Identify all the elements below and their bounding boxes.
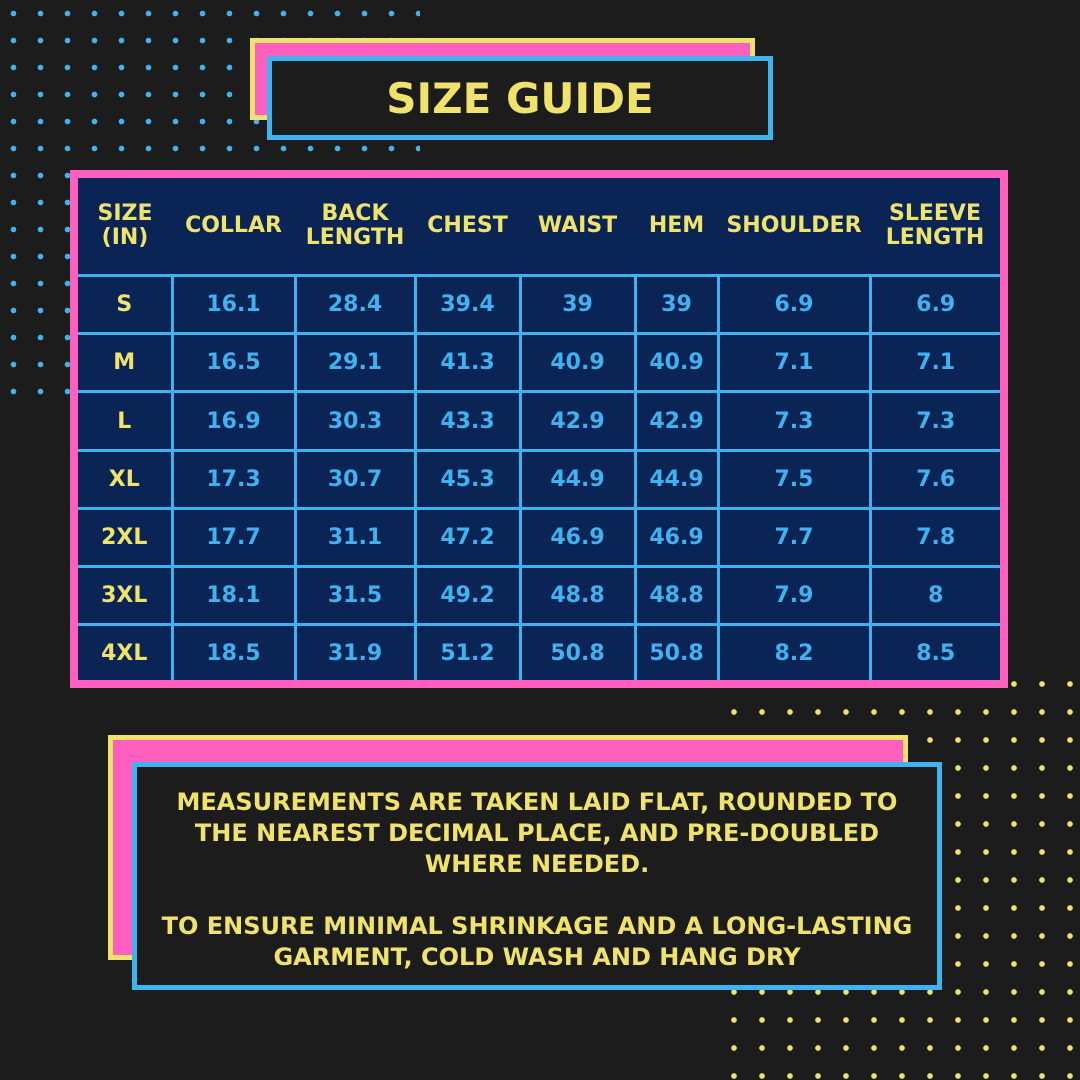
column-header: SLEEVE LENGTH — [870, 178, 1000, 277]
table-row: L 16.9 30.3 43.3 42.9 42.9 7.3 7.3 — [78, 390, 1000, 452]
column-header: HEM — [635, 178, 718, 277]
column-header: CHEST — [415, 178, 520, 277]
table-cell: 17.7 — [170, 506, 297, 569]
table-cell: 7.5 — [716, 448, 872, 510]
table-cell: 16.9 — [170, 390, 297, 452]
table-cell: 45.3 — [413, 448, 522, 510]
note: MEASUREMENTS ARE TAKEN LAID FLAT, ROUNDE… — [132, 762, 942, 990]
table-row: 2XL 17.7 31.1 47.2 46.9 46.9 7.7 7.8 — [78, 506, 1000, 569]
table-cell: 41.3 — [413, 332, 522, 394]
table-cell: 51.2 — [413, 623, 522, 680]
table-cell: 42.9 — [633, 390, 720, 452]
size-table: SIZE (IN) COLLAR BACK LENGTH CHEST WAIST HEM S… — [78, 178, 1000, 680]
note-paragraph: MEASUREMENTS ARE TAKEN LAID FLAT, ROUNDE… — [176, 788, 898, 878]
table-cell: 6.9 — [716, 273, 872, 336]
table-cell: 49.2 — [413, 565, 522, 627]
table-frame: SIZE (IN) COLLAR BACK LENGTH CHEST WAIST HEM S… — [70, 170, 1008, 688]
table-cell: 16.1 — [170, 273, 297, 336]
column-header: SHOULDER — [718, 178, 870, 277]
table-cell: 39 — [633, 273, 720, 336]
table-cell: 31.1 — [293, 506, 417, 569]
size-cell: 4XL — [78, 623, 174, 680]
table-row: M 16.5 29.1 41.3 40.9 40.9 7.1 7.1 — [78, 332, 1000, 394]
table-cell: 43.3 — [413, 390, 522, 452]
table-row: S 16.1 28.4 39.4 39 39 6.9 6.9 — [78, 273, 1000, 336]
column-header: SIZE (IN) — [78, 178, 172, 277]
table-cell: 7.6 — [868, 448, 1000, 510]
table-cell: 8.2 — [716, 623, 872, 680]
table-cell: 46.9 — [518, 506, 637, 569]
size-cell: L — [78, 390, 174, 452]
column-header: COLLAR — [172, 178, 295, 277]
table-cell: 42.9 — [518, 390, 637, 452]
table-row: 4XL 18.5 31.9 51.2 50.8 50.8 8.2 8.5 — [78, 623, 1000, 680]
table-cell: 8.5 — [868, 623, 1000, 680]
table-body: S 16.1 28.4 39.4 39 39 6.9 6.9 M 16.5 29.1 41.3 40.9… — [78, 273, 1000, 680]
size-cell: 2XL — [78, 506, 174, 569]
table-cell: 46.9 — [633, 506, 720, 569]
table-cell: 48.8 — [633, 565, 720, 627]
table-cell: 50.8 — [633, 623, 720, 680]
table-row: 3XL 18.1 31.5 49.2 48.8 48.8 7.9 8 — [78, 565, 1000, 627]
table-cell: 18.5 — [170, 623, 297, 680]
header-row: SIZE (IN) COLLAR BACK LENGTH CHEST WAIST HEM S… — [78, 178, 1000, 277]
table-cell: 28.4 — [293, 273, 417, 336]
table-cell: 39.4 — [413, 273, 522, 336]
size-cell: S — [78, 273, 174, 336]
size-cell: 3XL — [78, 565, 174, 627]
table-cell: 30.7 — [293, 448, 417, 510]
note-paragraph: TO ENSURE MINIMAL SHRINKAGE AND A LONG-L… — [161, 912, 913, 971]
size-cell: M — [78, 332, 174, 394]
title: SIZE GUIDE — [267, 56, 773, 140]
size-cell: XL — [78, 448, 174, 510]
column-header: BACK LENGTH — [295, 178, 415, 277]
table-cell: 48.8 — [518, 565, 637, 627]
table-cell: 7.8 — [868, 506, 1000, 569]
table-cell: 31.5 — [293, 565, 417, 627]
table-cell: 44.9 — [518, 448, 637, 510]
table-cell: 29.1 — [293, 332, 417, 394]
table-cell: 44.9 — [633, 448, 720, 510]
table-cell: 7.1 — [716, 332, 872, 394]
table-cell: 7.9 — [716, 565, 872, 627]
table-cell: 31.9 — [293, 623, 417, 680]
table-cell: 17.3 — [170, 448, 297, 510]
table-cell: 6.9 — [868, 273, 1000, 336]
table-cell: 7.3 — [716, 390, 872, 452]
table-cell: 40.9 — [518, 332, 637, 394]
table-cell: 50.8 — [518, 623, 637, 680]
table-cell: 47.2 — [413, 506, 522, 569]
table-cell: 8 — [868, 565, 1000, 627]
table-cell: 40.9 — [633, 332, 720, 394]
table-cell: 16.5 — [170, 332, 297, 394]
table-cell: 18.1 — [170, 565, 297, 627]
column-header: WAIST — [520, 178, 635, 277]
table-cell: 7.1 — [868, 332, 1000, 394]
table-cell: 39 — [518, 273, 637, 336]
table-cell: 7.7 — [716, 506, 872, 569]
table-cell: 30.3 — [293, 390, 417, 452]
table-cell: 7.3 — [868, 390, 1000, 452]
table-row: XL 17.3 30.7 45.3 44.9 44.9 7.5 7.6 — [78, 448, 1000, 510]
